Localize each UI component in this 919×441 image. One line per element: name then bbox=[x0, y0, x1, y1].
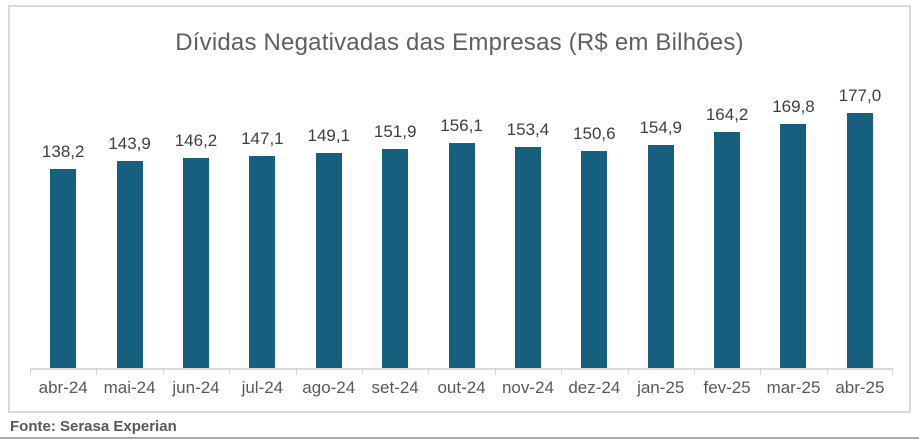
bar-value-label: 138,2 bbox=[41, 142, 85, 161]
x-axis-label: abr-25 bbox=[826, 370, 894, 409]
bar-value-label: 147,1 bbox=[241, 129, 284, 148]
bar-set-24 bbox=[382, 149, 409, 368]
x-axis-label: set-24 bbox=[361, 370, 428, 409]
bar-column: 147,1 bbox=[229, 129, 295, 368]
x-axis-label: ago-24 bbox=[295, 370, 362, 409]
x-axis-label: jan-25 bbox=[627, 370, 694, 409]
source-note: Fonte: Serasa Experian bbox=[10, 418, 177, 435]
bar-out-24 bbox=[448, 143, 475, 368]
bar-value-label: 143,9 bbox=[108, 134, 151, 153]
bar-abr-25 bbox=[846, 113, 873, 368]
bar-column: 149,1 bbox=[296, 126, 362, 368]
x-axis-label: jun-24 bbox=[162, 370, 229, 409]
bar-abr-24 bbox=[50, 169, 77, 368]
bar-value-label: 146,2 bbox=[174, 131, 218, 150]
bar-jan-25 bbox=[647, 145, 674, 368]
x-axis-label: mar-25 bbox=[760, 370, 826, 409]
bar-value-label: 164,2 bbox=[705, 105, 749, 124]
bar-fev-25 bbox=[714, 132, 741, 368]
bar-column: 164,2 bbox=[694, 105, 760, 368]
x-axis: abr-24 mai-24 jun-24 jul-24 ago-24 set-24 out-… bbox=[30, 368, 894, 409]
x-axis-label: mai-24 bbox=[96, 370, 162, 409]
plot-area: 138,2 143,9 146,2 147,1 149,1 151,9 156,1 153,4… bbox=[30, 78, 893, 368]
bar-value-label: 154,9 bbox=[639, 118, 682, 137]
bar-column: 143,9 bbox=[96, 134, 162, 368]
bottom-divider bbox=[0, 437, 919, 439]
bar-jun-24 bbox=[182, 158, 209, 368]
x-axis-label: fev-25 bbox=[693, 370, 760, 409]
chart-title: Dívidas Negativadas das Empresas (R$ em … bbox=[175, 28, 744, 56]
bar-mai-24 bbox=[116, 161, 143, 368]
bar-value-label: 177,0 bbox=[838, 86, 882, 105]
bar-value-label: 149,1 bbox=[307, 126, 351, 145]
x-axis-label: jul-24 bbox=[229, 370, 295, 409]
bar-nov-24 bbox=[514, 147, 541, 368]
bar-ago-24 bbox=[315, 153, 342, 368]
bar-value-label: 150,6 bbox=[573, 124, 616, 143]
bar-column: 169,8 bbox=[760, 97, 826, 368]
x-axis-label: dez-24 bbox=[561, 370, 627, 409]
bar-value-label: 153,4 bbox=[506, 120, 550, 139]
bar-value-label: 169,8 bbox=[772, 97, 815, 116]
bar-mar-25 bbox=[780, 124, 807, 368]
bar-column: 150,6 bbox=[561, 124, 627, 368]
bar-value-label: 151,9 bbox=[373, 122, 417, 141]
bar-column: 177,0 bbox=[827, 86, 893, 368]
bar-value-label: 156,1 bbox=[440, 116, 483, 135]
x-axis-label: out-24 bbox=[428, 370, 494, 409]
chart-container: Dívidas Negativadas das Empresas (R$ em … bbox=[8, 5, 911, 413]
bar-jul-24 bbox=[249, 156, 276, 368]
x-axis-label: abr-24 bbox=[30, 370, 96, 409]
bar-column: 156,1 bbox=[428, 116, 494, 368]
bar-column: 151,9 bbox=[362, 122, 428, 368]
bar-column: 138,2 bbox=[30, 142, 96, 368]
bar-column: 153,4 bbox=[495, 120, 561, 368]
bar-column: 146,2 bbox=[163, 131, 229, 368]
x-axis-label: nov-24 bbox=[494, 370, 561, 409]
bar-column: 154,9 bbox=[628, 118, 694, 368]
bar-dez-24 bbox=[581, 151, 608, 368]
